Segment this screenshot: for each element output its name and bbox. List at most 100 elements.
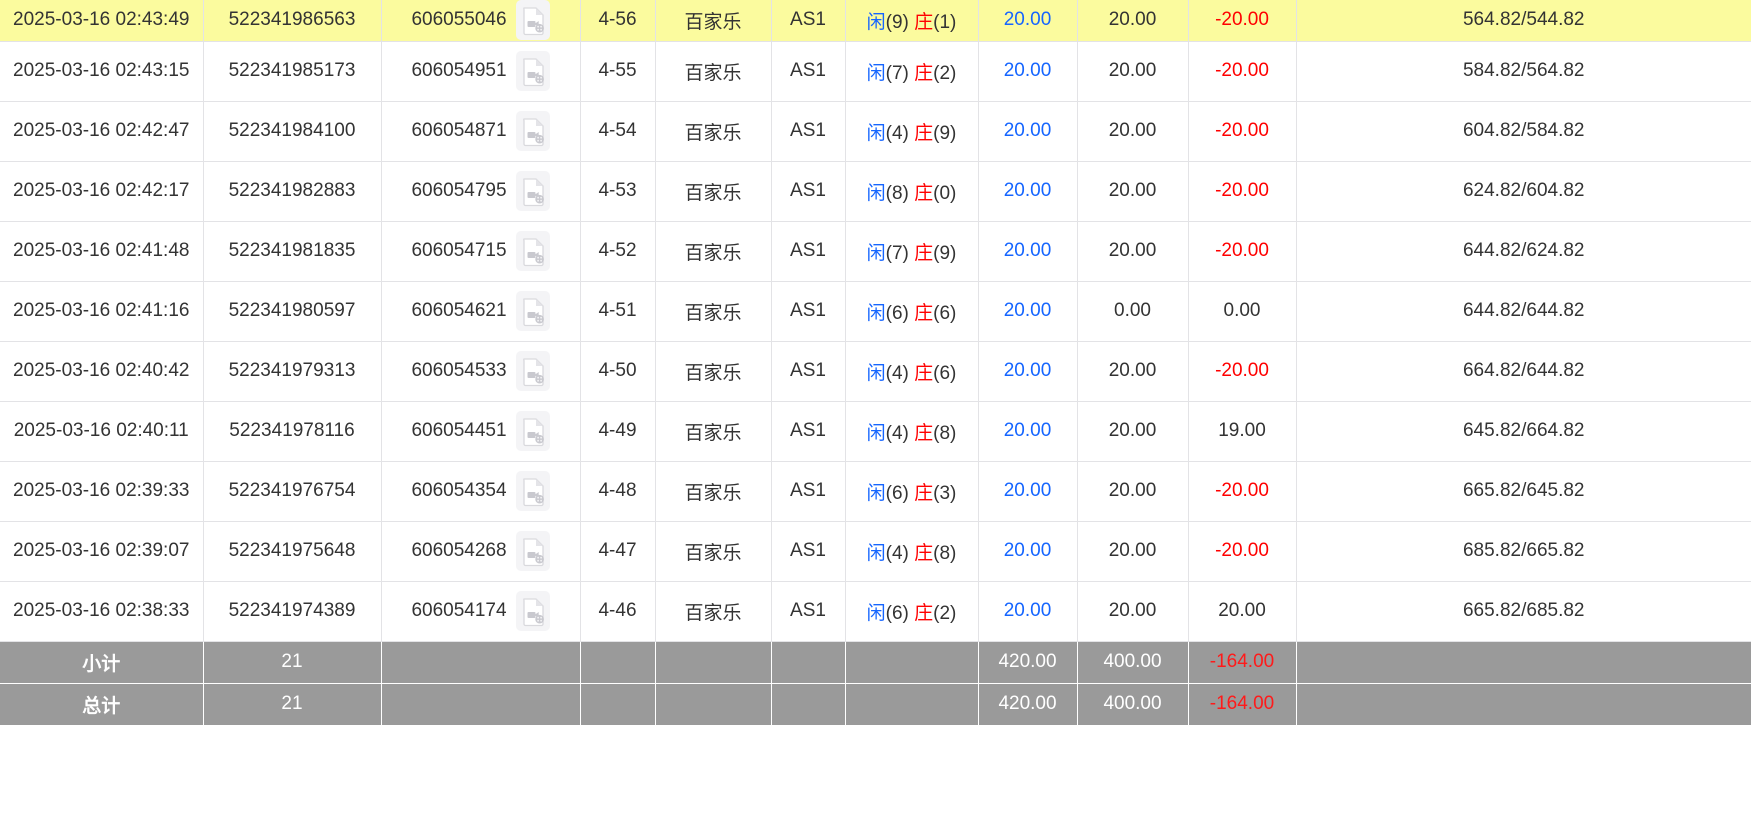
bet-time-text: 2025-03-16 02:38:33 bbox=[13, 600, 190, 621]
cell-shoe-round: 4-53 bbox=[580, 161, 656, 222]
result-player-value: (8) bbox=[885, 182, 915, 204]
shoe-round-text: 4-56 bbox=[598, 9, 637, 31]
result-player-value: (6) bbox=[885, 602, 915, 624]
video-replay-icon[interactable] bbox=[515, 471, 550, 511]
cell-bet-amount: 20.00 bbox=[978, 461, 1078, 522]
round-id-group: 606054533 bbox=[388, 351, 574, 391]
cell-shoe-round: 4-56 bbox=[580, 0, 656, 42]
cell-payout: -20.00 bbox=[1188, 221, 1297, 282]
video-replay-icon[interactable] bbox=[515, 291, 550, 331]
game-type-text: 百家乐 bbox=[684, 302, 742, 324]
result-player-label: 闲 bbox=[866, 362, 886, 384]
cell-balance: 604.82/584.82 bbox=[1296, 101, 1751, 162]
shoe-round-text: 4-48 bbox=[598, 480, 637, 501]
cell-balance: 584.82/564.82 bbox=[1296, 41, 1751, 102]
bet-id-text: 522341975648 bbox=[228, 540, 356, 561]
summary-amount-text: 420.00 bbox=[998, 693, 1057, 714]
cell-game-type: 百家乐 bbox=[655, 461, 772, 522]
video-replay-icon[interactable] bbox=[515, 591, 550, 631]
cell-game-type: 百家乐 bbox=[655, 161, 772, 222]
result-banker-value: (6) bbox=[933, 302, 957, 324]
round-id-text: 606054451 bbox=[411, 420, 507, 441]
payout-text: 0.00 bbox=[1223, 300, 1261, 321]
payout-text: -20.00 bbox=[1215, 180, 1269, 201]
table-row[interactable]: 2025-03-16 02:42:17 522341982883 6060547… bbox=[0, 161, 1751, 222]
cell-summary-count: 21 bbox=[203, 641, 382, 684]
valid-amount-text: 20.00 bbox=[1108, 600, 1157, 621]
round-id-text: 606054268 bbox=[411, 540, 507, 561]
table-row[interactable]: 2025-03-16 02:41:48 522341981835 6060547… bbox=[0, 221, 1751, 282]
round-id-group: 606054951 bbox=[388, 51, 574, 91]
payout-text: 19.00 bbox=[1218, 420, 1266, 441]
table-row[interactable]: 2025-03-16 02:39:07 522341975648 6060542… bbox=[0, 521, 1751, 582]
table-row[interactable]: 2025-03-16 02:40:42 522341979313 6060545… bbox=[0, 341, 1751, 402]
payout-text: -20.00 bbox=[1215, 9, 1269, 31]
cell-summary-label: 总计 bbox=[0, 683, 204, 726]
cell-bet-amount: 20.00 bbox=[978, 341, 1078, 402]
cell-round-id: 606054174 bbox=[381, 581, 581, 642]
cell-balance: 665.82/645.82 bbox=[1296, 461, 1751, 522]
bet-amount-text: 20.00 bbox=[1003, 120, 1052, 141]
result-player-label: 闲 bbox=[866, 302, 886, 324]
cell-valid-amount: 20.00 bbox=[1077, 101, 1189, 162]
table-row[interactable]: 2025-03-16 02:42:47 522341984100 6060548… bbox=[0, 101, 1751, 162]
cell-round-id: 606054354 bbox=[381, 461, 581, 522]
round-id-group: 606054715 bbox=[388, 231, 574, 271]
round-id-group: 606055046 bbox=[388, 0, 574, 40]
video-replay-icon[interactable] bbox=[515, 111, 550, 151]
cell-bet-id: 522341981835 bbox=[203, 221, 382, 282]
cell-bet-time: 2025-03-16 02:39:07 bbox=[0, 521, 204, 582]
bet-id-text: 522341981835 bbox=[228, 240, 356, 261]
result-player-value: (4) bbox=[885, 122, 915, 144]
result-player-label: 闲 bbox=[866, 602, 886, 624]
cell-bet-id: 522341982883 bbox=[203, 161, 382, 222]
video-replay-icon[interactable] bbox=[515, 351, 550, 391]
cell-bet-time: 2025-03-16 02:38:33 bbox=[0, 581, 204, 642]
table-row[interactable]: 2025-03-16 02:41:16 522341980597 6060546… bbox=[0, 281, 1751, 342]
cell-bet-amount: 20.00 bbox=[978, 161, 1078, 222]
shoe-round-text: 4-51 bbox=[598, 300, 637, 321]
bet-time-text: 2025-03-16 02:41:48 bbox=[13, 240, 190, 261]
cell-bet-time: 2025-03-16 02:42:17 bbox=[0, 161, 204, 222]
cell-summary-blank-round bbox=[381, 683, 581, 726]
table-row[interactable]: 2025-03-16 02:39:33 522341976754 6060543… bbox=[0, 461, 1751, 522]
cell-game-type: 百家乐 bbox=[655, 401, 772, 462]
bet-time-text: 2025-03-16 02:41:16 bbox=[13, 300, 190, 321]
valid-amount-text: 20.00 bbox=[1108, 60, 1157, 81]
bet-amount-text: 20.00 bbox=[1003, 180, 1052, 201]
summary-label-text: 小计 bbox=[82, 653, 121, 675]
cell-summary-amount: 420.00 bbox=[978, 683, 1078, 726]
table-no-text: AS1 bbox=[790, 9, 826, 31]
round-id-text: 606054354 bbox=[411, 480, 507, 501]
table-no-text: AS1 bbox=[790, 120, 826, 141]
table-row[interactable]: 2025-03-16 02:43:15 522341985173 6060549… bbox=[0, 41, 1751, 102]
video-replay-icon[interactable] bbox=[515, 411, 550, 451]
result-banker-label: 庄 bbox=[914, 362, 934, 384]
table-row[interactable]: 2025-03-16 02:40:11 522341978116 6060544… bbox=[0, 401, 1751, 462]
video-replay-icon[interactable] bbox=[515, 531, 550, 571]
video-replay-icon[interactable] bbox=[515, 171, 550, 211]
bet-amount-text: 20.00 bbox=[1003, 420, 1052, 441]
video-replay-icon[interactable] bbox=[515, 51, 550, 91]
cell-result: 闲(4) 庄(6) bbox=[845, 341, 979, 402]
table-row[interactable]: 2025-03-16 02:38:33 522341974389 6060541… bbox=[0, 581, 1751, 642]
cell-payout: 0.00 bbox=[1188, 281, 1297, 342]
cell-bet-id: 522341976754 bbox=[203, 461, 382, 522]
bet-amount-text: 20.00 bbox=[1003, 540, 1052, 561]
cell-valid-amount: 20.00 bbox=[1077, 161, 1189, 222]
bet-time-text: 2025-03-16 02:40:42 bbox=[13, 360, 190, 381]
cell-game-type: 百家乐 bbox=[655, 281, 772, 342]
bet-time-text: 2025-03-16 02:40:11 bbox=[13, 420, 189, 441]
table-row[interactable]: 2025-03-16 02:43:49 522341986563 6060550… bbox=[0, 0, 1751, 42]
cell-round-id: 606054871 bbox=[381, 101, 581, 162]
cell-valid-amount: 20.00 bbox=[1077, 401, 1189, 462]
cell-bet-id: 522341978116 bbox=[203, 401, 382, 462]
cell-table-no: AS1 bbox=[771, 401, 846, 462]
cell-round-id: 606054268 bbox=[381, 521, 581, 582]
cell-summary-valid: 400.00 bbox=[1077, 683, 1189, 726]
payout-text: -20.00 bbox=[1215, 540, 1269, 561]
video-replay-icon[interactable] bbox=[515, 231, 550, 271]
cell-balance: 644.82/644.82 bbox=[1296, 281, 1751, 342]
video-replay-icon[interactable] bbox=[515, 0, 550, 40]
cell-summary-amount: 420.00 bbox=[978, 641, 1078, 684]
